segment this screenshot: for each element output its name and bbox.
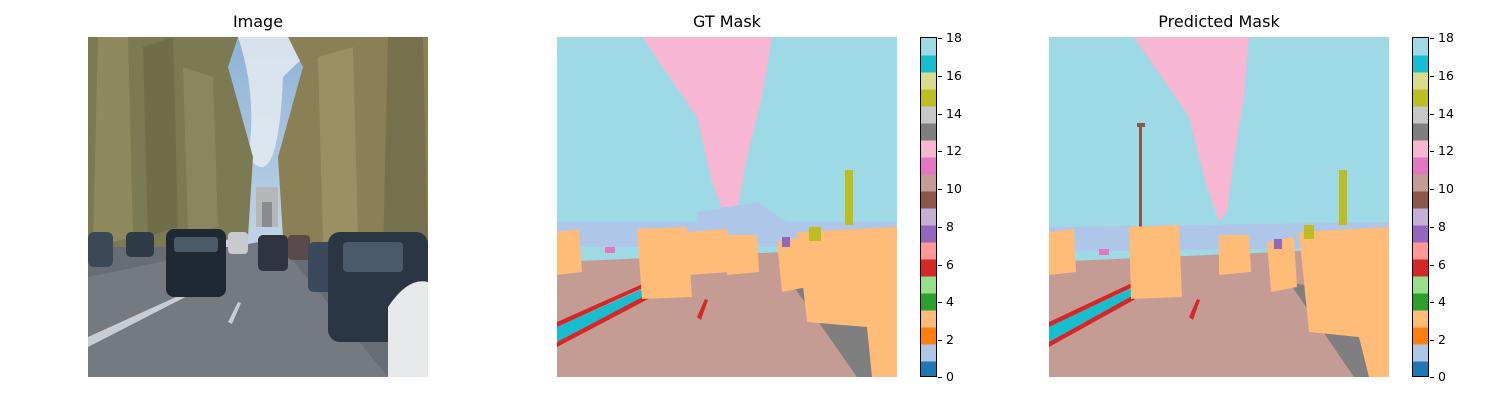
- colorbar-swatch: [921, 310, 936, 328]
- colorbar-swatch: [1413, 208, 1428, 226]
- predicted-mask-colorbar-ticks: 18 16 14 12 10 8 6 4 2 0: [1430, 0, 1478, 400]
- colorbar-tick-label: 8: [938, 219, 954, 234]
- colorbar-swatch: [1413, 191, 1428, 209]
- predicted-mask-colorbar: [1412, 37, 1429, 377]
- colorbar-swatch: [921, 276, 936, 294]
- colorbar-swatch: [1413, 106, 1428, 124]
- colorbar-tick-label: 4: [938, 294, 954, 309]
- colorbar-swatch: [921, 106, 936, 124]
- colorbar-swatch: [1413, 140, 1428, 158]
- colorbar-swatch: [1413, 310, 1428, 328]
- colorbar-tick-label: 12: [938, 143, 962, 158]
- colorbar-swatch: [921, 327, 936, 345]
- gt-mask-panel-title: GT Mask: [693, 12, 761, 31]
- colorbar-swatch: [1413, 276, 1428, 294]
- colorbar-swatch: [1413, 157, 1428, 175]
- colorbar-swatch: [1413, 361, 1428, 376]
- colorbar-swatch: [921, 157, 936, 175]
- colorbar-tick-label: 16: [1430, 68, 1454, 83]
- colorbar-swatch: [921, 208, 936, 226]
- colorbar-tick-label: 0: [1430, 369, 1446, 384]
- colorbar-tick-label: 4: [1430, 294, 1446, 309]
- colorbar-tick-label: 18: [1430, 30, 1454, 45]
- colorbar-swatch: [921, 344, 936, 362]
- colorbar-swatch: [921, 38, 936, 56]
- colorbar-swatch: [1413, 242, 1428, 260]
- colorbar-swatch: [1413, 174, 1428, 192]
- colorbar-tick-label: 8: [1430, 219, 1446, 234]
- gt-mask-colorbar-ticks: 18 16 14 12 10 8 6 4 2 0: [938, 0, 986, 400]
- colorbar-tick-label: 6: [938, 257, 954, 272]
- colorbar-swatch: [1413, 293, 1428, 311]
- colorbar-swatch: [921, 72, 936, 90]
- colorbar-tick-label: 14: [1430, 106, 1454, 121]
- colorbar-swatch: [1413, 55, 1428, 73]
- image-panel-title: Image: [232, 12, 284, 31]
- colorbar-swatch: [1413, 72, 1428, 90]
- colorbar-swatch: [921, 242, 936, 260]
- colorbar-swatch: [921, 89, 936, 107]
- colorbar-swatch: [921, 259, 936, 277]
- colorbar-swatch: [921, 55, 936, 73]
- colorbar-tick-label: 18: [938, 30, 962, 45]
- colorbar-swatch: [1413, 225, 1428, 243]
- colorbar-tick-label: 12: [1430, 143, 1454, 158]
- colorbar-tick-label: 16: [938, 68, 962, 83]
- predicted-mask-image: [1049, 37, 1389, 377]
- colorbar-swatch: [1413, 89, 1428, 107]
- colorbar-tick-label: 6: [1430, 257, 1446, 272]
- colorbar-tick-label: 10: [1430, 181, 1454, 196]
- gt-mask-colorbar: [920, 37, 937, 377]
- colorbar-swatch: [1413, 344, 1428, 362]
- colorbar-tick-label: 0: [938, 369, 954, 384]
- gt-mask-image: [557, 37, 897, 377]
- colorbar-swatch: [921, 123, 936, 141]
- colorbar-tick-label: 2: [1430, 332, 1446, 347]
- colorbar-swatch: [921, 140, 936, 158]
- colorbar-tick-label: 14: [938, 106, 962, 121]
- colorbar-swatch: [1413, 327, 1428, 345]
- street-photo: [88, 37, 428, 377]
- colorbar-swatch: [1413, 259, 1428, 277]
- colorbar-swatch: [921, 174, 936, 192]
- colorbar-swatch: [921, 361, 936, 376]
- colorbar-tick-label: 2: [938, 332, 954, 347]
- colorbar-swatch: [921, 293, 936, 311]
- colorbar-swatch: [921, 191, 936, 209]
- colorbar-swatch: [1413, 38, 1428, 56]
- predicted-mask-panel-title: Predicted Mask: [1158, 12, 1280, 31]
- colorbar-tick-label: 10: [938, 181, 962, 196]
- colorbar-swatch: [1413, 123, 1428, 141]
- colorbar-swatch: [921, 225, 936, 243]
